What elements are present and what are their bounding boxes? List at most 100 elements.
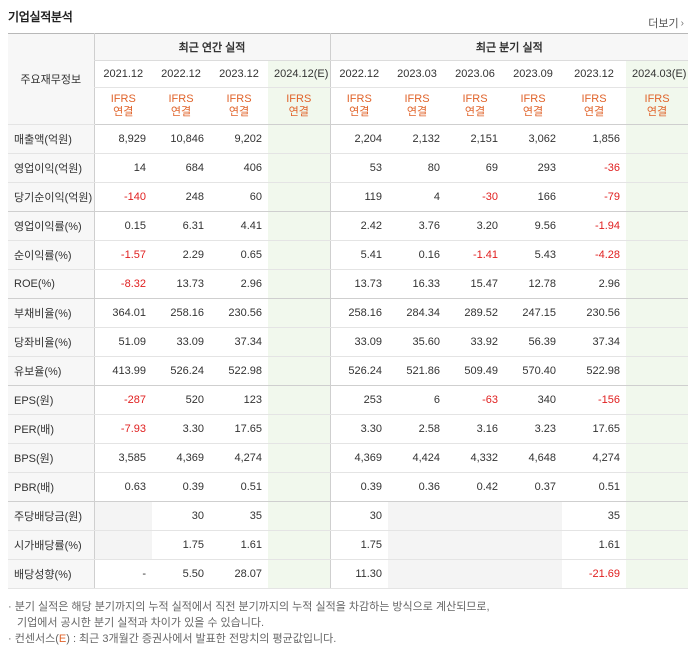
table-cell: 33.09 (329, 327, 389, 357)
table-cell (504, 530, 563, 560)
period-header: 2021.12 (93, 60, 152, 88)
table-row: PER(배) -7.93 3.30 17.65 3.30 2.58 3.16 3.23 17.6… (8, 414, 689, 444)
table-cell: -140 (93, 182, 152, 212)
table-cell: -287 (93, 385, 152, 415)
table-row: 매출액(억원) 8,929 10,846 9,202 2,204 2,132 2,151 3,… (8, 124, 689, 154)
period-header: 2022.12 (329, 60, 389, 88)
table-cell: -36 (562, 153, 627, 183)
ifrs-label: IFRS 연결 (329, 87, 389, 125)
table-cell: 526.24 (152, 356, 210, 386)
table-cell (268, 327, 331, 357)
table-cell: 35 (210, 501, 268, 531)
more-link[interactable]: 더보기 › (648, 15, 684, 31)
row-label: ROE(%) (8, 269, 94, 299)
table-cell: 0.16 (388, 240, 447, 270)
table-cell (504, 559, 563, 589)
table-cell: -7.93 (93, 414, 152, 444)
table-cell: 10,846 (152, 124, 210, 154)
table-cell: 2.29 (152, 240, 210, 270)
table-cell: 0.51 (210, 472, 268, 502)
table-cell: 0.42 (446, 472, 505, 502)
table-cell: 14 (93, 153, 152, 183)
table-cell: 15.47 (446, 269, 505, 299)
table-cell (626, 327, 689, 357)
ifrs-line1: IFRS (581, 93, 607, 105)
table-cell (626, 153, 689, 183)
table-cell: 1.61 (210, 530, 268, 560)
ifrs-line1: IFRS (644, 93, 670, 105)
table-cell: 406 (210, 153, 268, 183)
table-cell: 284.34 (388, 298, 447, 328)
table-cell (268, 385, 331, 415)
table-cell: 247.15 (504, 298, 563, 328)
financial-table: 주요재무정보 최근 연간 실적 최근 분기 실적 2021.12 2022.12 2… (8, 33, 689, 589)
ifrs-line2: 연결 (349, 106, 370, 118)
table-cell (93, 530, 152, 560)
ifrs-label: IFRS 연결 (562, 87, 627, 125)
table-cell: 3.20 (446, 211, 505, 241)
table-cell: 684 (152, 153, 210, 183)
table-cell: 30 (152, 501, 210, 531)
table-cell: 253 (329, 385, 389, 415)
table-row: ROE(%) -8.32 13.73 2.96 13.73 16.33 15.47 12.78… (8, 269, 689, 299)
table-cell: 51.09 (93, 327, 152, 357)
table-cell: 258.16 (152, 298, 210, 328)
table-cell: 2,204 (329, 124, 389, 154)
table-cell (93, 501, 152, 531)
row-label: 매출액(억원) (8, 124, 94, 154)
table-row: 당기순이익(억원) -140 248 60 119 4 -30 166 -79 (8, 182, 689, 212)
table-cell: - (93, 559, 152, 589)
table-cell: 6.31 (152, 211, 210, 241)
table-cell: 53 (329, 153, 389, 183)
table-cell (626, 385, 689, 415)
more-label: 더보기 (648, 18, 679, 30)
row-label: 당좌비율(%) (8, 327, 94, 357)
ifrs-line2: 연결 (406, 106, 428, 118)
period-header: 2023.03 (388, 60, 447, 88)
table-cell: 13.73 (329, 269, 389, 299)
table-cell: 16.33 (388, 269, 447, 299)
table-row: 시가배당률(%) 1.75 1.61 1.75 1.61 (8, 530, 689, 560)
ifrs-line1: IFRS (168, 93, 194, 105)
table-cell: 3.30 (329, 414, 389, 444)
ifrs-line1: IFRS (520, 93, 546, 105)
table-cell: 17.65 (210, 414, 268, 444)
table-cell: 1.61 (562, 530, 627, 560)
table-cell: 289.52 (446, 298, 505, 328)
table-cell (446, 559, 505, 589)
table-cell (268, 530, 331, 560)
table-cell: 60 (210, 182, 268, 212)
table-cell: 0.65 (210, 240, 268, 270)
table-cell: 3,062 (504, 124, 563, 154)
period-header: 2023.12 (210, 60, 268, 88)
row-label: 시가배당률(%) (8, 530, 94, 560)
table-cell: 293 (504, 153, 563, 183)
table-cell (268, 443, 331, 473)
table-cell: 35.60 (388, 327, 447, 357)
table-cell: 2,132 (388, 124, 447, 154)
table-cell: 522.98 (562, 356, 627, 386)
table-cell (268, 414, 331, 444)
table-row: 유보율(%) 413.99 526.24 522.98 526.24 521.86 509.… (8, 356, 689, 386)
table-cell (626, 530, 689, 560)
table-cell: 4,332 (446, 443, 505, 473)
table-cell (626, 472, 689, 502)
table-cell: -30 (446, 182, 505, 212)
table-cell (268, 211, 331, 241)
footnotes: · 분기 실적은 해당 분기까지의 누적 실적에서 직전 분기까지의 누적 실적… (8, 599, 490, 647)
table-row: 순이익률(%) -1.57 2.29 0.65 5.41 0.16 -1.41 5.43 -4.… (8, 240, 689, 270)
footnote-2-suffix: ) : 최근 3개월간 증권사에서 발표한 전망치의 평균값입니다. (66, 633, 337, 645)
table-cell (626, 501, 689, 531)
ifrs-line2: 연결 (464, 106, 486, 118)
period-header: 2023.06 (446, 60, 505, 88)
table-cell: 230.56 (210, 298, 268, 328)
ifrs-label: IFRS 연결 (388, 87, 447, 125)
table-cell: 0.39 (329, 472, 389, 502)
row-label: 순이익률(%) (8, 240, 94, 270)
table-cell: 9,202 (210, 124, 268, 154)
table-row: 배당성향(%) -5.50 28.07 11.30 -21.69 (8, 559, 689, 589)
table-cell (626, 414, 689, 444)
row-label: 배당성향(%) (8, 559, 94, 589)
table-cell (388, 530, 447, 560)
